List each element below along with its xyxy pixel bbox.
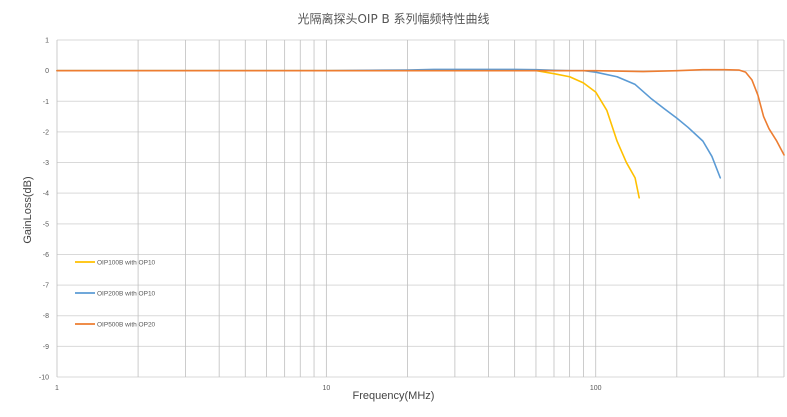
chart-title: 光隔离探头OIP B 系列幅频特性曲线 <box>297 12 490 26</box>
legend-label: OIP500B with OP20 <box>97 322 156 329</box>
y-tick-label: -3 <box>43 160 49 167</box>
x-tick-label: 100 <box>590 385 602 392</box>
y-tick-label: -1 <box>43 99 49 106</box>
legend-label: OIP100B with OP10 <box>97 260 156 267</box>
series-line-1 <box>56 69 640 199</box>
y-tick-label: 0 <box>45 68 49 75</box>
y-axis-label: GainLoss(dB) <box>22 176 34 244</box>
x-tick-label: 10 <box>322 385 330 392</box>
y-tick-label: -10 <box>39 375 49 382</box>
y-tick-label: 1 <box>45 38 49 45</box>
legend-label: OIP200B with OP10 <box>97 291 156 298</box>
y-tick-label: -9 <box>43 344 49 351</box>
y-tick-label: -5 <box>43 221 49 228</box>
series-line-3 <box>56 68 785 156</box>
x-axis-label: Frequency(MHz) <box>352 390 435 402</box>
series-line-2 <box>56 68 722 179</box>
x-tick-label: 1 <box>55 385 59 392</box>
y-tick-label: -6 <box>43 252 49 259</box>
y-tick-label: -7 <box>43 283 49 290</box>
y-tick-label: -8 <box>43 313 49 320</box>
y-tick-label: -4 <box>43 191 49 198</box>
y-tick-label: -2 <box>43 129 49 136</box>
